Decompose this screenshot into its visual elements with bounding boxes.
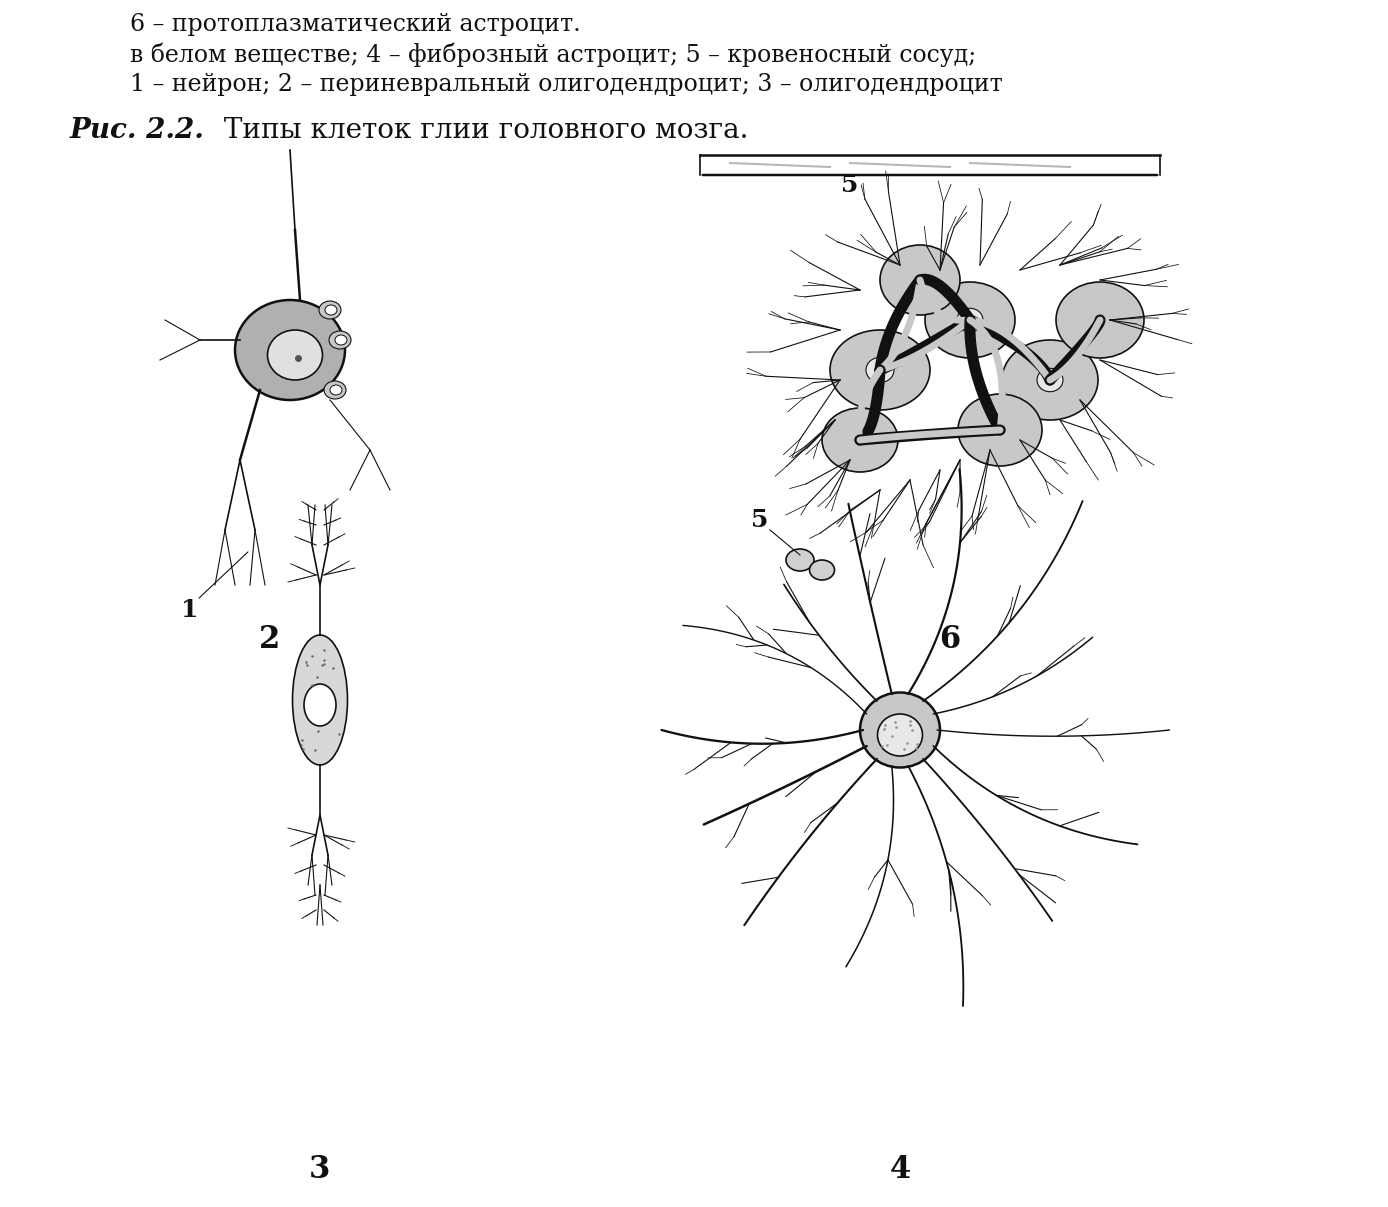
Ellipse shape <box>866 357 894 383</box>
Ellipse shape <box>235 301 346 400</box>
Text: 4: 4 <box>890 1155 911 1185</box>
Ellipse shape <box>293 635 347 765</box>
Text: Типы клеток глии головного мозга.: Типы клеток глии головного мозга. <box>215 117 748 144</box>
Ellipse shape <box>822 408 898 472</box>
Text: Рис. 2.2.: Рис. 2.2. <box>69 117 205 144</box>
Text: 1 – нейрон; 2 – периневральный олигодендроцит; 3 – олигодендроцит: 1 – нейрон; 2 – периневральный олигоденд… <box>130 74 1002 97</box>
Ellipse shape <box>268 330 322 380</box>
Ellipse shape <box>830 330 930 410</box>
Ellipse shape <box>1037 368 1063 392</box>
Ellipse shape <box>1002 340 1098 420</box>
Ellipse shape <box>861 693 940 768</box>
Ellipse shape <box>319 301 341 319</box>
Ellipse shape <box>786 549 813 571</box>
Text: 2: 2 <box>260 624 280 655</box>
Ellipse shape <box>304 684 336 725</box>
Text: в белом веществе; 4 – фиброзный астроцит; 5 – кровеносный сосуд;: в белом веществе; 4 – фиброзный астроцит… <box>130 42 976 68</box>
Ellipse shape <box>877 715 923 756</box>
Ellipse shape <box>956 308 983 332</box>
Ellipse shape <box>924 282 1015 358</box>
Ellipse shape <box>880 245 960 315</box>
Text: 5: 5 <box>751 508 769 532</box>
Text: 1: 1 <box>182 597 198 622</box>
Ellipse shape <box>330 385 341 395</box>
Ellipse shape <box>329 331 351 349</box>
Ellipse shape <box>335 336 347 345</box>
Text: 5: 5 <box>841 173 859 197</box>
Text: 6 – протоплазматический астроцит.: 6 – протоплазматический астроцит. <box>130 13 580 36</box>
Ellipse shape <box>323 381 346 400</box>
Ellipse shape <box>325 305 337 315</box>
Text: 6: 6 <box>940 624 960 655</box>
Ellipse shape <box>809 560 834 581</box>
Ellipse shape <box>1056 282 1144 358</box>
Ellipse shape <box>958 393 1042 466</box>
Text: 3: 3 <box>310 1155 330 1185</box>
